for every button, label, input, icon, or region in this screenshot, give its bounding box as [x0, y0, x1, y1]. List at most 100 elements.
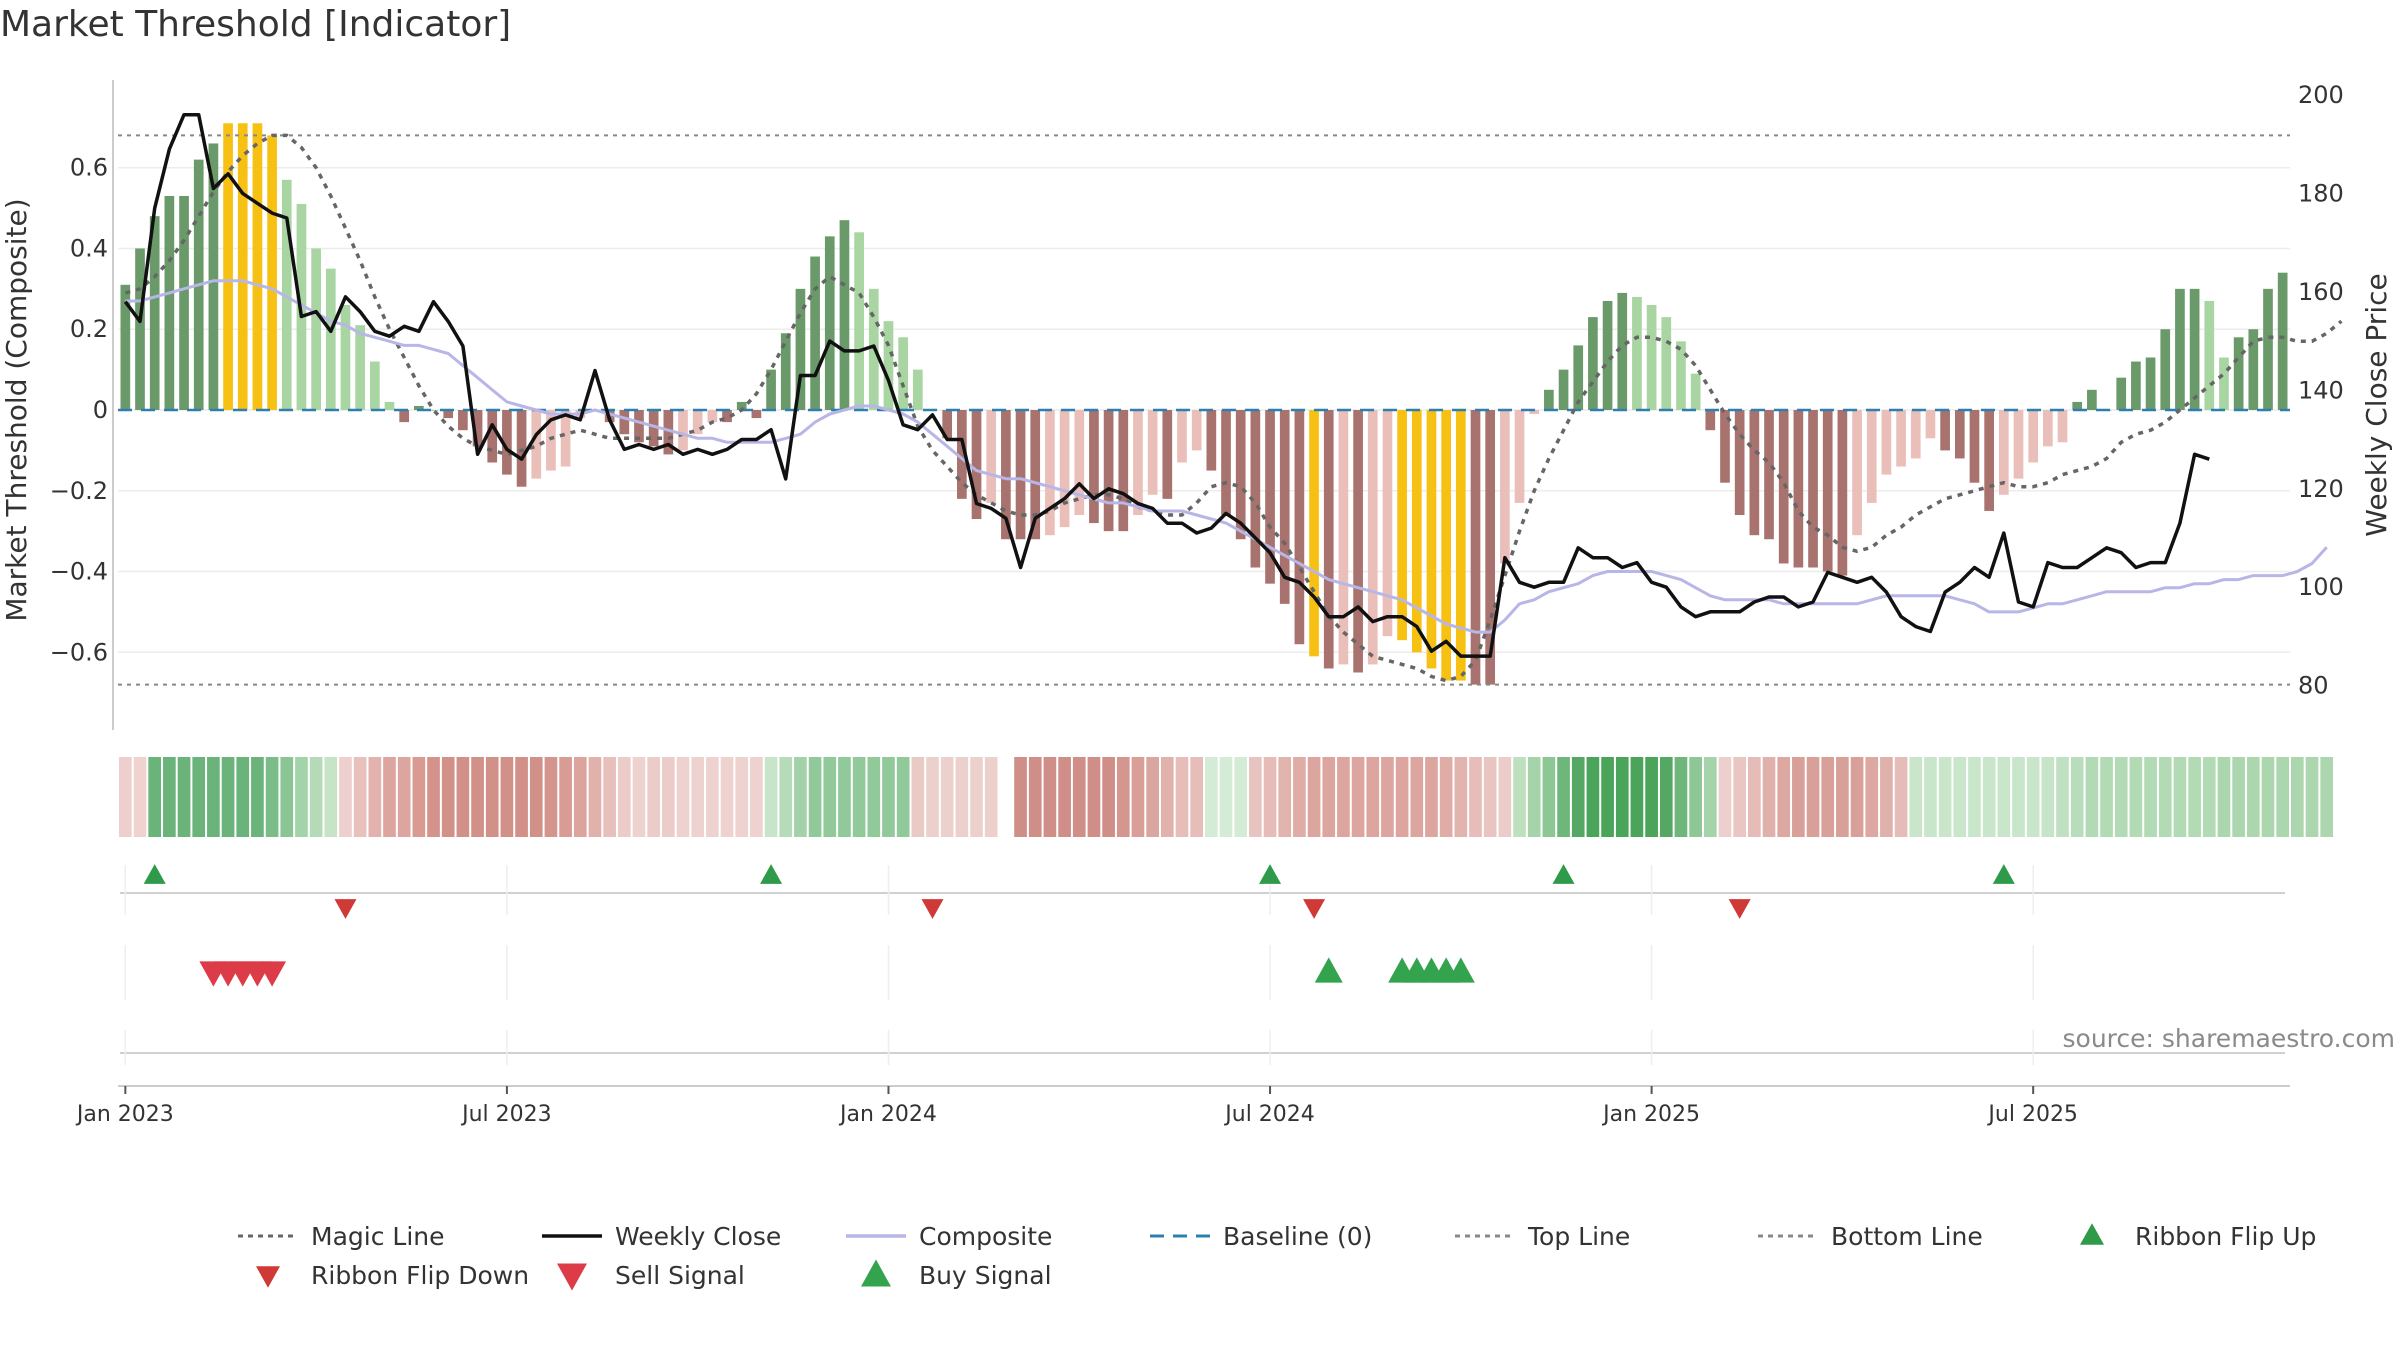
- composite-bar: [619, 410, 630, 435]
- ribbon-cell: [1410, 757, 1424, 837]
- composite-bar: [1221, 410, 1231, 515]
- composite-bar: [1411, 410, 1422, 653]
- ribbon-cell: [1219, 757, 1233, 837]
- composite-bar: [2028, 410, 2039, 463]
- ribbon-cell: [1483, 757, 1497, 837]
- buy-signal-marker: [1314, 957, 1343, 983]
- composite-bar: [502, 410, 512, 475]
- buy-signal-marker: [1446, 957, 1475, 983]
- legend-label: Ribbon Flip Up: [2135, 1222, 2316, 1251]
- ribbon-cell: [559, 757, 572, 837]
- composite-bar: [1353, 410, 1363, 673]
- ribbon-cell: [1645, 757, 1658, 837]
- x-tick-label: Jul 2025: [1986, 1102, 2078, 1127]
- y2-tick-label: 80: [2298, 672, 2329, 700]
- ribbon-cell: [1395, 757, 1409, 837]
- magic-line-series: [124, 133, 2343, 683]
- legend-label: Composite: [919, 1222, 1052, 1251]
- ribbon-cell: [1571, 757, 1585, 837]
- ribbon-flip-down-marker: [921, 899, 944, 919]
- composite-bar: [1206, 410, 1217, 471]
- ribbon-cell: [676, 757, 690, 837]
- composite-bar: [179, 195, 189, 410]
- ribbon-cell: [1439, 757, 1453, 837]
- composite-bar: [986, 410, 997, 503]
- ribbon-cell: [295, 757, 308, 837]
- y-tick-label: 0.2: [70, 315, 108, 343]
- ribbon-cell: [2217, 757, 2231, 837]
- composite-bar: [1837, 410, 1848, 576]
- ribbon-cell: [515, 757, 528, 837]
- composite-bar: [634, 410, 644, 443]
- composite-bar: [2263, 288, 2273, 410]
- ribbon-cell: [1513, 757, 1526, 837]
- composite-bar: [1881, 410, 1892, 475]
- x-tick-label: Jan 2024: [838, 1102, 937, 1127]
- ribbon-cell: [2202, 757, 2216, 837]
- ribbon-cell: [1703, 757, 1717, 837]
- ribbon-cell: [1190, 757, 1203, 837]
- legend-label: Weekly Close: [615, 1222, 781, 1251]
- y2-tick-label: 160: [2298, 278, 2344, 306]
- ribbon-cell: [970, 757, 983, 837]
- ribbon-cell: [2144, 757, 2157, 837]
- ribbon-flip-down-marker: [334, 899, 357, 919]
- ribbon-cell: [2012, 757, 2025, 837]
- ribbon-cell: [1234, 757, 1248, 837]
- ribbon-flip-down-marker: [1728, 899, 1751, 919]
- ribbon-cell: [1307, 757, 1321, 837]
- ribbon-cell: [1146, 757, 1159, 837]
- composite-bar: [1441, 410, 1451, 681]
- composite-bar: [414, 405, 424, 410]
- legend-label: Bottom Line: [1831, 1222, 1983, 1251]
- composite-bar: [1602, 300, 1613, 410]
- composite-bar: [149, 216, 160, 410]
- ribbon-cell: [456, 757, 470, 837]
- ribbon-flip-up-marker: [143, 864, 166, 884]
- ribbon-cell: [1880, 757, 1893, 837]
- ribbon-cell: [368, 757, 382, 837]
- composite-bar: [267, 135, 277, 410]
- composite-bar: [1235, 410, 1246, 540]
- composite-bar: [1030, 410, 1041, 540]
- ribbon-cell: [1821, 757, 1835, 837]
- ribbon-cell: [1909, 757, 1923, 837]
- ribbon-cell: [588, 757, 602, 837]
- y2-axis-label: Weekly Close Price: [2360, 273, 2393, 536]
- ribbon-cell: [441, 757, 455, 837]
- ribbon-cell: [1058, 757, 1071, 837]
- ribbon-cell: [2026, 757, 2040, 837]
- composite-bar: [1720, 410, 1730, 483]
- y-tick-label: −0.6: [50, 638, 108, 666]
- ribbon-cell: [1454, 757, 1468, 837]
- composite-bar: [1015, 410, 1026, 540]
- ribbon-cell: [1366, 757, 1380, 837]
- ribbon-cell: [1160, 757, 1174, 837]
- composite-bar: [1852, 410, 1862, 536]
- composite-bar: [399, 410, 410, 423]
- composite-bar: [340, 305, 351, 410]
- composite-bar: [1162, 410, 1173, 499]
- ribbon-cell: [750, 757, 763, 837]
- composite-bar: [1470, 410, 1481, 685]
- ribbon-cell: [1087, 757, 1101, 837]
- composite-bar: [1734, 410, 1745, 515]
- composite-bar: [810, 256, 820, 410]
- ribbon-cell: [794, 757, 807, 837]
- composite-bar: [1147, 410, 1158, 495]
- composite-bar: [692, 410, 703, 435]
- composite-bar: [2087, 389, 2097, 410]
- ribbon-cell: [1806, 757, 1820, 837]
- composite-bar: [839, 220, 850, 410]
- ribbon-flip-up-marker: [760, 864, 783, 884]
- composite-bar: [1822, 410, 1833, 572]
- composite-bar: [2145, 357, 2156, 410]
- ribbon-cell: [2100, 757, 2113, 837]
- composite-bar: [369, 361, 380, 410]
- y-axis-label: Market Threshold (Composite): [0, 198, 33, 621]
- composite-bar: [1455, 410, 1466, 681]
- ribbon-cell: [529, 757, 543, 837]
- composite-bar: [1646, 305, 1657, 410]
- composite-bar: [472, 410, 483, 447]
